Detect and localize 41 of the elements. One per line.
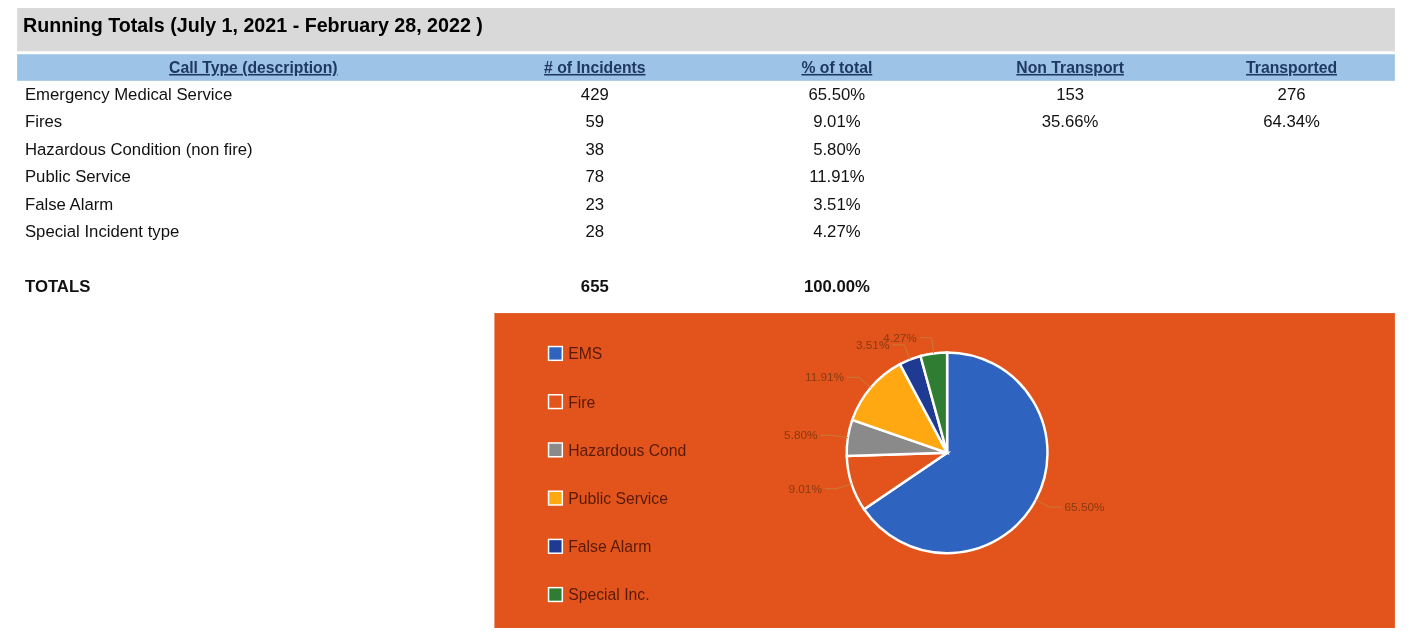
data-label: 655 <box>580 277 609 297</box>
data-label: 153 <box>1056 84 1085 104</box>
data-label: 11.91% <box>809 167 865 187</box>
data-label: 35.66% <box>1041 112 1099 132</box>
legend-label: False Alarm <box>568 538 652 556</box>
data-label: 65.50% <box>1064 500 1106 515</box>
data-label: 28 <box>585 222 605 242</box>
category-label: False Alarm <box>24 194 114 214</box>
data-label: 78 <box>585 167 605 187</box>
data-label: 64.34% <box>1263 112 1321 132</box>
data-label: 65.50% <box>808 84 866 104</box>
text: Transported <box>1246 58 1338 76</box>
data-label: 9.01% <box>788 481 823 496</box>
category-label: TOTALS <box>24 277 91 297</box>
category-label: Special Incident type <box>24 222 180 242</box>
text: % of total <box>801 58 873 76</box>
legend-label: EMS <box>568 345 603 363</box>
data-label: 23 <box>585 194 605 214</box>
data-label: 5.80% <box>813 139 861 159</box>
legend-label: Fire <box>568 393 596 411</box>
text: Non Transport <box>1016 58 1125 76</box>
data-label: 9.01% <box>813 112 861 132</box>
data-label: 429 <box>580 84 609 104</box>
data-label: 3.51% <box>813 194 861 214</box>
data-label: 4.27% <box>813 222 861 242</box>
data-label: 59 <box>585 112 605 132</box>
legend-label: Hazardous Cond <box>568 441 687 459</box>
legend-label: Special Inc. <box>568 586 650 604</box>
category-label: Emergency Medical Service <box>24 84 233 104</box>
legend-label: Public Service <box>568 490 669 507</box>
data-label: 100.00% <box>803 277 871 297</box>
data-label: 11.91% <box>804 370 845 385</box>
category-label: Fires <box>24 112 63 132</box>
category-label: Public Service <box>24 167 131 187</box>
text: Call Type (description) <box>169 58 338 76</box>
data-label: 5.80% <box>784 428 819 443</box>
category-label: Hazardous Condition (non fire) <box>24 139 253 159</box>
data-label: 276 <box>1277 84 1306 104</box>
text: # of Incidents <box>544 58 646 76</box>
data-label: 38 <box>585 139 605 159</box>
text: Running Totals (July 1, 2021 - February 28, 2022 ) <box>23 13 483 36</box>
